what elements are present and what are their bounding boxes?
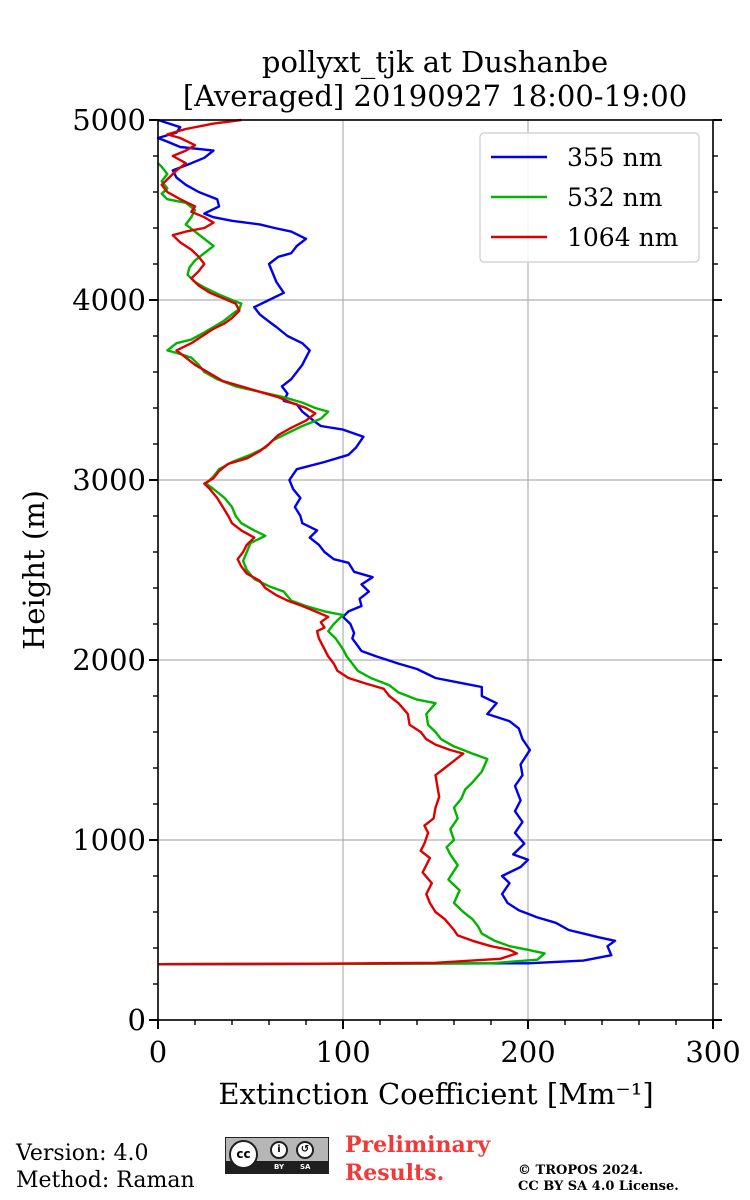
y-tick-label: 0: [128, 1003, 146, 1037]
attribution-icon: i: [270, 1141, 288, 1159]
chart-subtitle: [Averaged] 20190927 18:00-19:00: [183, 79, 687, 113]
y-tick-label: 4000: [72, 283, 146, 317]
plot-frame: [157, 119, 714, 1021]
legend-box: [479, 132, 700, 263]
preliminary-notice: Preliminary Results.: [345, 1131, 490, 1187]
y-axis-label: Height (m): [17, 490, 51, 650]
legend-label: 355 nm: [567, 143, 663, 172]
cc-icon: cc: [229, 1140, 258, 1169]
copyright-line-1: © TROPOS 2024.: [518, 1163, 644, 1178]
cc-by-label: BY: [274, 1163, 285, 1171]
legend-label: 532 nm: [567, 183, 663, 212]
y-tick-label: 1000: [72, 823, 146, 857]
cc-license-badge: cc i ↺ BY SA: [225, 1137, 329, 1174]
x-axis-label: Extinction Coefficient [Mm⁻¹]: [218, 1077, 653, 1111]
x-tick-label: 200: [500, 1035, 555, 1069]
x-tick-label: 0: [149, 1035, 167, 1069]
y-tick-label: 2000: [72, 643, 146, 677]
share-alike-icon: ↺: [296, 1141, 314, 1159]
preliminary-line-1: Preliminary: [345, 1132, 491, 1158]
footer-version-block: Version: 4.0 Method: Raman: [16, 1140, 195, 1194]
y-tick-label: 5000: [72, 103, 146, 137]
preliminary-line-2: Results.: [345, 1160, 445, 1186]
method-text: Method: Raman: [16, 1168, 195, 1193]
chart-title: pollyxt_tjk at Dushanbe: [262, 45, 608, 80]
series-layer: [156, 118, 617, 966]
series-line-355-nm: [156, 118, 617, 966]
legend: 355 nm 532 nm 1064 nm: [479, 132, 700, 263]
series-line-532-nm: [157, 162, 546, 966]
series-line-1064-nm: [157, 118, 519, 966]
copyright-line-2: CC BY SA 4.0 License.: [518, 1179, 679, 1194]
legend-label: 1064 nm: [567, 223, 679, 252]
version-text: Version: 4.0: [16, 1141, 149, 1166]
x-tick-label: 300: [685, 1035, 740, 1069]
y-tick-label: 3000: [72, 463, 146, 497]
cc-sa-label: SA: [300, 1163, 311, 1171]
x-tick-label: 100: [315, 1035, 370, 1069]
copyright-notice: © TROPOS 2024. CC BY SA 4.0 License.: [518, 1163, 679, 1195]
